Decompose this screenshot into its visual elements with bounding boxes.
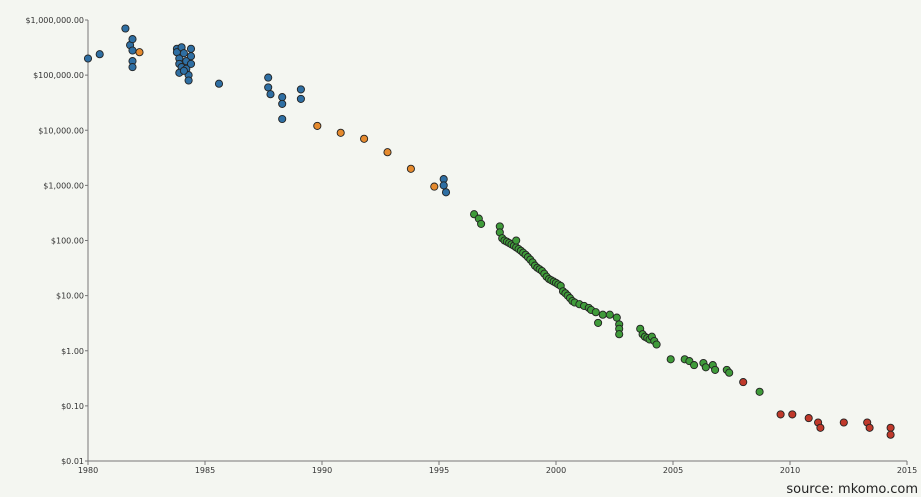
data-point bbox=[725, 368, 734, 377]
data-point bbox=[336, 128, 345, 137]
data-point bbox=[186, 59, 196, 68]
data-point bbox=[264, 73, 273, 82]
data-point bbox=[179, 66, 188, 75]
data-point bbox=[83, 54, 93, 63]
data-point bbox=[739, 378, 748, 387]
data-point bbox=[816, 423, 825, 432]
y-tick-label: $1,000,000.00 bbox=[25, 16, 84, 25]
data-point bbox=[296, 94, 305, 103]
data-point bbox=[612, 313, 621, 322]
data-point bbox=[360, 134, 369, 143]
y-tick-label: $100,000.00 bbox=[33, 71, 84, 80]
x-tick-label: 1990 bbox=[312, 466, 332, 475]
data-point bbox=[839, 418, 848, 427]
data-point bbox=[594, 318, 603, 327]
data-point bbox=[615, 330, 624, 339]
x-tick-label: 1980 bbox=[78, 466, 98, 475]
y-tick-label: $10,000.00 bbox=[38, 126, 84, 135]
x-tick-label: 1985 bbox=[195, 466, 215, 475]
x-tick-label: 2005 bbox=[663, 466, 683, 475]
data-point bbox=[711, 365, 720, 374]
data-point bbox=[886, 430, 895, 439]
y-tick-label: $0.10 bbox=[61, 402, 84, 411]
data-point bbox=[278, 114, 287, 124]
data-point bbox=[439, 181, 448, 190]
data-point bbox=[755, 387, 764, 396]
y-tick-label: $10.00 bbox=[56, 292, 84, 301]
data-point bbox=[278, 93, 287, 102]
data-point bbox=[591, 308, 600, 317]
data-point bbox=[313, 121, 322, 130]
y-tick-label: $100.00 bbox=[51, 237, 84, 246]
data-point bbox=[788, 410, 797, 419]
data-point bbox=[666, 355, 675, 364]
data-point bbox=[652, 340, 661, 349]
y-tick-label: $0.01 bbox=[61, 457, 84, 466]
data-point bbox=[598, 310, 607, 319]
data-point bbox=[186, 52, 196, 61]
data-point bbox=[605, 310, 614, 319]
data-point bbox=[278, 99, 287, 108]
data-points bbox=[83, 24, 895, 439]
x-tick-label: 2015 bbox=[897, 466, 917, 475]
x-tick-label: 2000 bbox=[546, 466, 566, 475]
data-point bbox=[135, 48, 144, 57]
data-point bbox=[776, 410, 785, 419]
chart-axes: $1,000,000.00 $100,000.00 $10,000.00 $1,000… bbox=[25, 16, 917, 475]
source-annotation: source: mkomo.com bbox=[786, 482, 918, 497]
data-point bbox=[886, 423, 895, 432]
data-point bbox=[804, 414, 813, 423]
data-point bbox=[95, 50, 104, 59]
data-point bbox=[128, 35, 137, 44]
x-tick-label: 1995 bbox=[429, 466, 449, 475]
data-point bbox=[264, 83, 273, 92]
data-point bbox=[186, 44, 196, 53]
y-tick-label: $1,000.00 bbox=[43, 181, 84, 190]
data-point bbox=[477, 219, 486, 228]
x-tick-label: 2010 bbox=[780, 466, 800, 475]
data-point bbox=[690, 361, 699, 370]
data-point bbox=[865, 423, 874, 432]
data-point bbox=[184, 76, 193, 85]
data-point bbox=[383, 148, 392, 157]
data-point bbox=[214, 79, 224, 88]
data-point bbox=[121, 24, 130, 33]
data-point bbox=[179, 49, 188, 58]
data-point bbox=[128, 63, 137, 72]
data-point bbox=[512, 236, 521, 245]
data-point bbox=[128, 46, 137, 55]
data-point bbox=[266, 90, 275, 99]
data-point bbox=[441, 188, 451, 197]
data-point bbox=[430, 182, 439, 191]
data-point bbox=[296, 85, 305, 94]
data-point bbox=[701, 363, 710, 372]
data-point bbox=[406, 164, 415, 173]
y-tick-label: $1.00 bbox=[61, 347, 84, 356]
